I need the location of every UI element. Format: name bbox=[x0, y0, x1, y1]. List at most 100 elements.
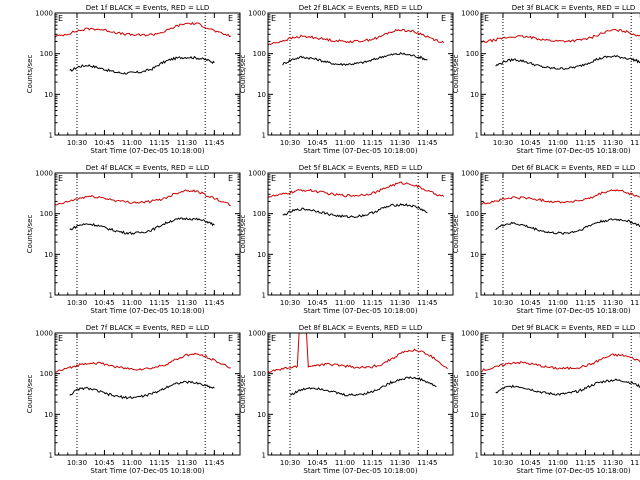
x-tick-label: 11:30 bbox=[390, 299, 410, 307]
y-tick-label: 100 bbox=[466, 50, 479, 58]
event-marker: E bbox=[484, 174, 489, 183]
x-tick-label: 11:15 bbox=[575, 139, 595, 147]
lld-series bbox=[480, 28, 640, 43]
y-tick-label: 1000 bbox=[35, 330, 53, 338]
y-tick-label: 1000 bbox=[248, 170, 266, 178]
y-tick-label: 1000 bbox=[35, 10, 53, 18]
y-tick-label: 10 bbox=[470, 411, 479, 419]
x-tick-label: 11:00 bbox=[548, 459, 568, 467]
panel-title: Det 3f BLACK = Events, RED = LLD bbox=[512, 4, 635, 12]
y-tick-label: 1000 bbox=[461, 330, 479, 338]
y-tick-label: 100 bbox=[40, 50, 53, 58]
plot-frame bbox=[267, 172, 454, 296]
y-tick-label: 100 bbox=[466, 210, 479, 218]
y-axis-label: Counts/sec bbox=[452, 375, 460, 414]
x-tick-label: 10:30 bbox=[280, 459, 300, 467]
lld-series bbox=[54, 21, 231, 38]
panel-title: Det 7f BLACK = Events, RED = LLD bbox=[86, 324, 209, 332]
panel-title: Det 1f BLACK = Events, RED = LLD bbox=[86, 4, 209, 12]
x-tick-label: 10:30 bbox=[67, 299, 87, 307]
y-tick-label: 10 bbox=[257, 411, 266, 419]
event-marker: E bbox=[484, 14, 489, 23]
x-tick-label: 11:00 bbox=[335, 299, 355, 307]
x-axis-label: Start Time (07-Dec-05 10:18:00) bbox=[516, 147, 630, 155]
panel-9: Det 9f BLACK = Events, RED = LLDEE110100… bbox=[452, 324, 640, 475]
y-tick-label: 1000 bbox=[461, 10, 479, 18]
plot-frame bbox=[54, 332, 241, 456]
x-axis-label: Start Time (07-Dec-05 10:18:00) bbox=[90, 467, 204, 475]
y-tick-label: 100 bbox=[253, 370, 266, 378]
x-tick-label: 11:00 bbox=[335, 139, 355, 147]
lld-series bbox=[480, 189, 640, 205]
y-axis-label: Counts/sec bbox=[239, 55, 247, 94]
x-tick-label: 11:15 bbox=[149, 299, 169, 307]
x-tick-label: 10:45 bbox=[520, 459, 540, 467]
plot-frame bbox=[267, 332, 454, 456]
x-tick-label: 11:15 bbox=[575, 459, 595, 467]
x-tick-label: 10:45 bbox=[94, 459, 114, 467]
x-tick-label: 11:30 bbox=[177, 299, 197, 307]
x-tick-label: 10:30 bbox=[280, 139, 300, 147]
event-marker: E bbox=[228, 14, 233, 23]
x-tick-label: 11:30 bbox=[390, 459, 410, 467]
x-tick-label: 11:00 bbox=[548, 139, 568, 147]
x-tick-label: 11:45 bbox=[417, 139, 437, 147]
y-axis-label: Counts/sec bbox=[452, 215, 460, 254]
y-axis-label: Counts/sec bbox=[26, 55, 34, 94]
plot-frame bbox=[54, 172, 241, 296]
event-marker: E bbox=[484, 334, 489, 343]
x-tick-label: 11:30 bbox=[390, 139, 410, 147]
x-tick-label: 11:30 bbox=[177, 139, 197, 147]
plot-frame bbox=[267, 12, 454, 136]
event-marker: E bbox=[441, 174, 446, 183]
panel-1: Det 1f BLACK = Events, RED = LLD E E 1 10 100… bbox=[26, 4, 241, 155]
y-tick-label: 100 bbox=[253, 210, 266, 218]
x-tick-label: 11:30 bbox=[177, 459, 197, 467]
event-marker: E bbox=[58, 174, 63, 183]
y-tick-label: 100 bbox=[40, 210, 53, 218]
y-tick-label: 1000 bbox=[248, 330, 266, 338]
x-tick-label: 10:30 bbox=[493, 299, 513, 307]
lld-series bbox=[480, 353, 640, 372]
y-tick-label: 1 bbox=[49, 452, 53, 460]
panel-4: Det 4f BLACK = Events, RED = LLD E E 1 10 100… bbox=[26, 164, 241, 315]
lld-series bbox=[267, 181, 445, 199]
y-tick-label: 100 bbox=[40, 370, 53, 378]
event-marker: E bbox=[441, 14, 446, 23]
panel-7: Det 7f BLACK = Events, RED = LLD E E 1 10 100… bbox=[26, 324, 241, 475]
x-tick-label: 11:30 bbox=[603, 459, 623, 467]
lld-series bbox=[267, 28, 445, 46]
x-tick-label: 11:00 bbox=[122, 459, 142, 467]
event-marker: E bbox=[271, 14, 276, 23]
event-marker: E bbox=[441, 334, 446, 343]
y-tick-label: 10 bbox=[470, 251, 479, 259]
event-marker: E bbox=[58, 334, 63, 343]
events-series bbox=[289, 376, 437, 397]
x-tick-label: 10:45 bbox=[94, 139, 114, 147]
x-tick-label: 10:45 bbox=[307, 299, 327, 307]
x-tick-label: 11:00 bbox=[122, 139, 142, 147]
x-tick-label: 11:00 bbox=[335, 459, 355, 467]
x-axis-label: Start Time (07-Dec-05 10:18:00) bbox=[303, 307, 417, 315]
x-tick-label: 10:45 bbox=[307, 139, 327, 147]
x-tick-label: 11:45 bbox=[417, 459, 437, 467]
x-tick-label: 11:00 bbox=[548, 299, 568, 307]
events-series bbox=[69, 380, 215, 400]
x-axis-label: Start Time (07-Dec-05 10:18:00) bbox=[303, 467, 417, 475]
x-tick-label: 11:30 bbox=[603, 299, 623, 307]
y-tick-label: 1 bbox=[262, 292, 266, 300]
x-tick-label: 11:30 bbox=[603, 139, 623, 147]
x-tick-label: 11:15 bbox=[149, 139, 169, 147]
event-marker: E bbox=[271, 174, 276, 183]
x-axis-label: Start Time (07-Dec-05 10:18:00) bbox=[516, 467, 630, 475]
y-tick-label: 1 bbox=[262, 452, 266, 460]
y-tick-label: 10 bbox=[470, 91, 479, 99]
x-axis-label: Start Time (07-Dec-05 10:18:00) bbox=[303, 147, 417, 155]
y-tick-label: 1000 bbox=[461, 170, 479, 178]
x-tick-label: 10:30 bbox=[67, 459, 87, 467]
y-tick-label: 1000 bbox=[248, 10, 266, 18]
x-tick-label: 10:45 bbox=[520, 299, 540, 307]
x-tick-label: 11:45 bbox=[204, 139, 224, 147]
y-tick-label: 10 bbox=[44, 251, 53, 259]
